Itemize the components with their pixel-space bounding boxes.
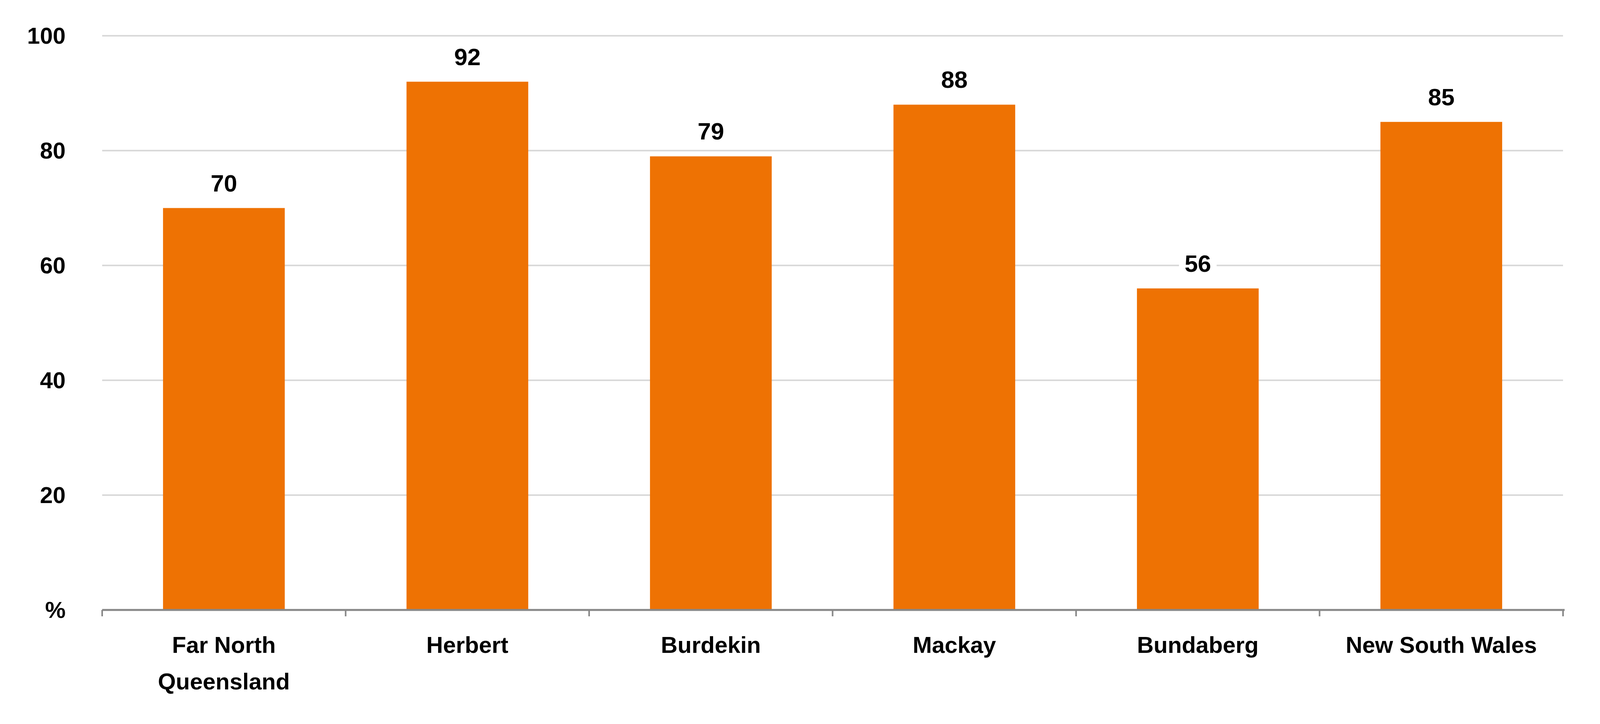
bar	[1136, 288, 1259, 611]
chart-container: % 20 40 60 80 100 70 92 79 88 56 85 Far NorthQueensl…	[0, 0, 1600, 724]
data-label-bg	[1422, 80, 1461, 114]
x-tick	[1075, 610, 1077, 617]
bar	[893, 104, 1016, 611]
grid-line	[102, 149, 1564, 152]
bars	[162, 81, 1503, 611]
y-tick-label: 100	[27, 22, 66, 49]
x-tick	[832, 610, 834, 617]
bar	[162, 208, 285, 611]
grid-line	[102, 379, 1564, 382]
data-label: 56	[1184, 250, 1212, 278]
grid-line	[102, 264, 1564, 267]
data-label: 85	[1427, 83, 1455, 111]
data-label: 88	[940, 66, 968, 94]
data-label: 92	[453, 43, 481, 71]
bar	[649, 156, 772, 611]
data-label-group: 92	[448, 40, 487, 74]
y-tick-label: 20	[39, 482, 66, 509]
x-tick	[1562, 610, 1564, 617]
data-label-bg	[205, 166, 243, 200]
data-label-bg	[448, 40, 487, 74]
y-tick-label: 80	[39, 137, 66, 164]
x-tick-label: Mackay	[912, 632, 997, 658]
data-label: 70	[210, 170, 238, 197]
data-label-bg	[935, 63, 974, 97]
grid-line	[102, 494, 1564, 497]
data-label-group: 56	[1179, 247, 1217, 281]
grid-line	[102, 34, 1564, 37]
y-tick-label: %	[44, 597, 66, 623]
data-label: 79	[697, 118, 725, 145]
x-tick-label: New South Wales	[1345, 632, 1537, 658]
grid	[102, 35, 1564, 496]
x-tick	[588, 610, 590, 617]
x-tick	[1318, 610, 1321, 617]
data-label-group: 70	[205, 166, 243, 200]
x-tick	[101, 610, 103, 617]
x-tick-label: Far NorthQueensland	[157, 632, 290, 695]
x-tick-label: Burdekin	[661, 632, 761, 658]
bar	[406, 81, 529, 611]
x-tick	[345, 610, 347, 617]
bar	[1380, 122, 1503, 611]
data-label-group: 85	[1422, 80, 1461, 114]
data-label-group: 88	[935, 63, 974, 97]
y-tick-label: 60	[39, 252, 66, 279]
data-label-group: 79	[692, 114, 730, 148]
chart: % 20 40 60 80 100 70 92 79 88 56 85 Far NorthQueensl…	[0, 0, 1600, 724]
y-tick-label: 40	[39, 367, 66, 394]
x-tick-label: Herbert	[426, 632, 509, 658]
data-label-bg	[692, 114, 730, 148]
x-tick-label: Bundaberg	[1136, 632, 1259, 658]
data-label-bg	[1179, 247, 1217, 281]
